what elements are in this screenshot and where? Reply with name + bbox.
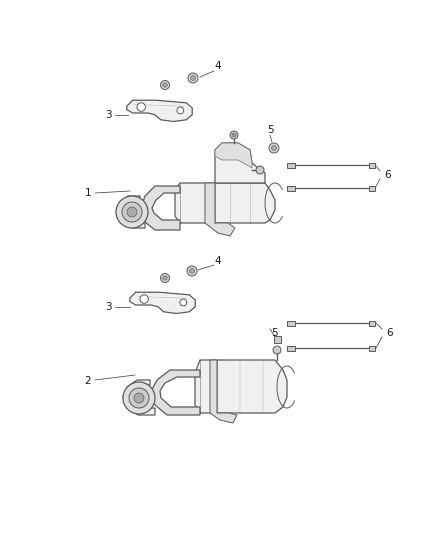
Polygon shape <box>205 183 235 236</box>
Circle shape <box>177 107 184 114</box>
Polygon shape <box>215 143 265 183</box>
Text: 2: 2 <box>85 376 91 386</box>
Circle shape <box>191 76 195 80</box>
FancyBboxPatch shape <box>369 345 375 351</box>
Text: 5: 5 <box>267 125 273 135</box>
Circle shape <box>163 276 167 280</box>
Circle shape <box>188 73 198 83</box>
Circle shape <box>163 83 167 87</box>
Circle shape <box>134 393 144 403</box>
FancyBboxPatch shape <box>369 320 375 326</box>
FancyBboxPatch shape <box>287 185 295 190</box>
Polygon shape <box>195 360 287 413</box>
Circle shape <box>269 143 279 153</box>
Polygon shape <box>150 370 200 415</box>
Circle shape <box>230 131 238 139</box>
Polygon shape <box>127 100 192 122</box>
Polygon shape <box>130 292 195 313</box>
Polygon shape <box>175 183 275 223</box>
Text: 4: 4 <box>215 256 221 266</box>
Text: 6: 6 <box>387 328 393 338</box>
FancyBboxPatch shape <box>369 185 375 190</box>
Polygon shape <box>210 360 237 423</box>
Circle shape <box>256 166 264 174</box>
FancyBboxPatch shape <box>274 336 281 343</box>
Text: 1: 1 <box>85 188 91 198</box>
FancyBboxPatch shape <box>369 163 375 167</box>
Circle shape <box>123 382 155 414</box>
Circle shape <box>272 146 276 150</box>
Circle shape <box>187 266 197 276</box>
Circle shape <box>127 207 137 217</box>
FancyBboxPatch shape <box>287 320 295 326</box>
FancyBboxPatch shape <box>287 345 295 351</box>
Circle shape <box>232 133 236 137</box>
Circle shape <box>122 202 142 222</box>
Circle shape <box>160 80 170 90</box>
Polygon shape <box>215 143 252 168</box>
Circle shape <box>116 196 148 228</box>
Polygon shape <box>117 196 145 228</box>
Text: 4: 4 <box>215 61 221 71</box>
Circle shape <box>180 299 187 306</box>
Text: 3: 3 <box>105 302 111 312</box>
Circle shape <box>137 103 145 111</box>
FancyBboxPatch shape <box>287 163 295 167</box>
Polygon shape <box>123 380 155 415</box>
Circle shape <box>190 269 194 273</box>
Circle shape <box>273 346 281 354</box>
Text: 6: 6 <box>385 170 391 180</box>
Text: 3: 3 <box>105 110 111 120</box>
Circle shape <box>140 295 148 303</box>
Circle shape <box>160 273 170 282</box>
Polygon shape <box>140 186 180 230</box>
Circle shape <box>129 388 149 408</box>
Text: 5: 5 <box>272 328 278 338</box>
